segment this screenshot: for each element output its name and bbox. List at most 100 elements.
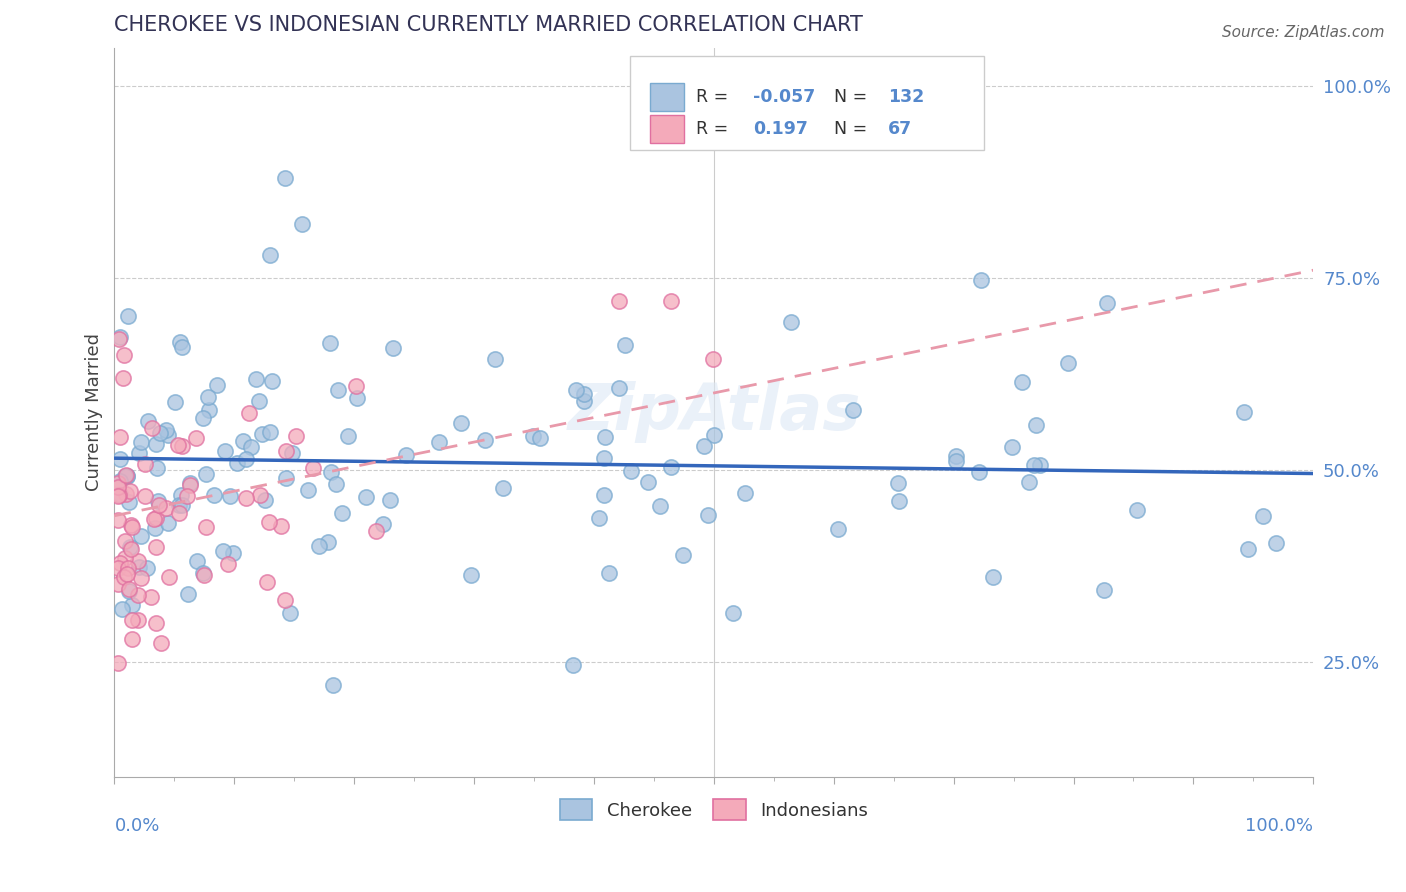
Point <box>696 508 718 523</box>
Point <box>270 519 292 533</box>
Point <box>108 332 131 346</box>
Point <box>1025 417 1047 432</box>
Point <box>148 498 170 512</box>
Point <box>179 475 201 490</box>
Point <box>214 444 236 458</box>
Point <box>197 390 219 404</box>
Point <box>734 485 756 500</box>
Text: 100.0%: 100.0% <box>1246 817 1313 835</box>
Point <box>117 560 139 574</box>
Point <box>139 590 162 604</box>
Point <box>128 446 150 460</box>
Point <box>285 429 308 443</box>
Point <box>170 439 193 453</box>
Point <box>107 489 129 503</box>
Point <box>648 499 671 513</box>
Point <box>427 435 450 450</box>
Point <box>222 546 245 560</box>
Point <box>614 337 637 351</box>
Point <box>172 340 194 354</box>
Point <box>112 348 135 362</box>
Point <box>318 335 340 350</box>
Point <box>193 567 215 582</box>
Legend: Cherokee, Indonesians: Cherokee, Indonesians <box>560 799 868 820</box>
Point <box>981 570 1004 584</box>
Point <box>1233 405 1256 419</box>
Point <box>232 434 254 449</box>
Point <box>156 427 179 442</box>
Text: 0.197: 0.197 <box>754 120 808 138</box>
Point <box>301 460 323 475</box>
Point <box>170 498 193 512</box>
Text: 67: 67 <box>887 120 912 138</box>
FancyBboxPatch shape <box>651 83 683 111</box>
Point <box>128 560 150 574</box>
Text: 0.0%: 0.0% <box>114 817 160 835</box>
Point <box>115 487 138 501</box>
Point <box>165 395 187 409</box>
Point <box>250 426 273 441</box>
Point <box>529 431 551 445</box>
Point <box>195 520 218 534</box>
Point <box>969 465 991 479</box>
Point <box>117 566 139 581</box>
Point <box>318 535 340 549</box>
Point <box>1057 356 1080 370</box>
Point <box>121 520 143 534</box>
Point <box>460 568 482 582</box>
Point <box>108 430 131 444</box>
Point <box>380 493 402 508</box>
Point <box>565 383 588 397</box>
Point <box>129 571 152 585</box>
Point <box>1011 375 1033 389</box>
Point <box>157 570 180 584</box>
Point <box>356 490 378 504</box>
Point <box>110 487 132 501</box>
Point <box>474 434 496 448</box>
Point <box>328 383 350 397</box>
Point <box>143 521 166 535</box>
Point <box>191 410 214 425</box>
Point <box>692 439 714 453</box>
Point <box>117 310 139 324</box>
Point <box>702 427 724 442</box>
Point <box>169 335 191 350</box>
Point <box>562 658 585 673</box>
Point <box>186 554 208 568</box>
Point <box>1097 295 1119 310</box>
Point <box>721 607 744 621</box>
Point <box>146 460 169 475</box>
Point <box>257 515 280 529</box>
Point <box>141 420 163 434</box>
Point <box>198 402 221 417</box>
Point <box>129 529 152 543</box>
Point <box>373 516 395 531</box>
Text: R =: R = <box>696 120 734 138</box>
Point <box>134 489 156 503</box>
Point <box>235 491 257 506</box>
Point <box>1092 582 1115 597</box>
Point <box>253 492 276 507</box>
Point <box>176 489 198 503</box>
Point <box>148 493 170 508</box>
Point <box>107 577 129 591</box>
Point <box>637 475 659 489</box>
Point <box>120 541 142 556</box>
Point <box>145 540 167 554</box>
Point <box>121 632 143 646</box>
Point <box>1264 536 1286 550</box>
Point <box>145 436 167 450</box>
Point <box>297 483 319 498</box>
Point <box>179 477 201 491</box>
Point <box>364 524 387 538</box>
Point <box>572 394 595 409</box>
Point <box>889 493 911 508</box>
Point <box>450 416 472 430</box>
Point <box>111 370 134 384</box>
Text: Source: ZipAtlas.com: Source: ZipAtlas.com <box>1222 25 1385 40</box>
Point <box>202 488 225 502</box>
Point <box>259 425 281 440</box>
Point <box>319 465 342 479</box>
Point <box>115 469 138 483</box>
Point <box>218 490 240 504</box>
